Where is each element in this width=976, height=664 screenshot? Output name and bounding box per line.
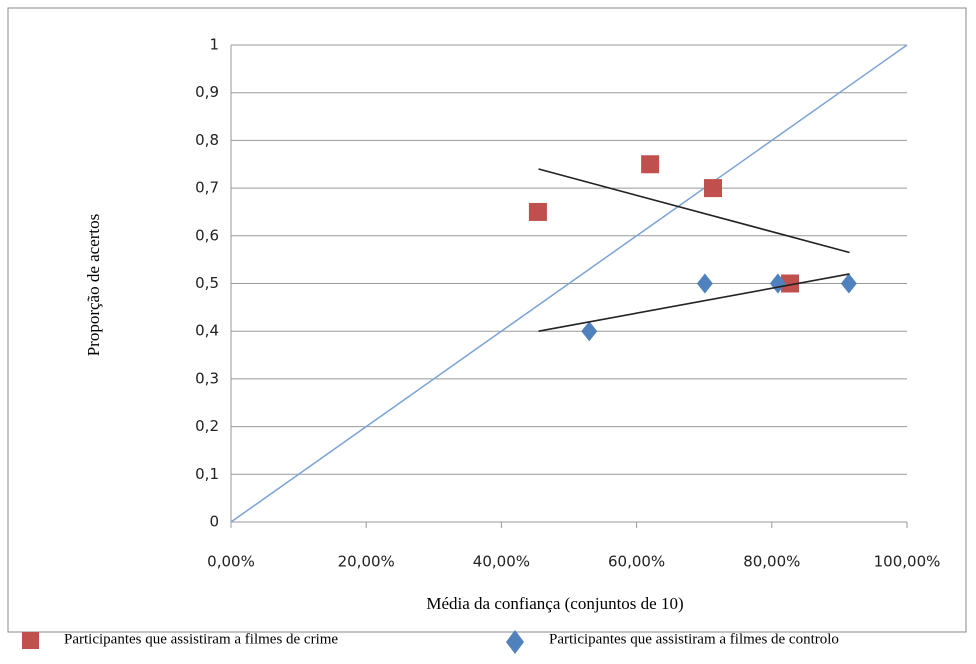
x-tick-label: 0,00% — [207, 553, 255, 571]
y-tick-label: 0,6 — [195, 226, 219, 244]
y-tick-label: 0,5 — [195, 274, 219, 292]
y-tick-label: 0,2 — [195, 417, 219, 435]
y-tick-label: 0,1 — [195, 465, 219, 483]
x-axis-label: Média da confiança (conjuntos de 10) — [426, 594, 683, 613]
point — [641, 155, 660, 174]
y-tick-label: 0,3 — [195, 369, 219, 387]
reference-line — [230, 44, 908, 523]
point — [703, 179, 722, 198]
y-tick-label: 1 — [209, 36, 219, 54]
trendline — [538, 168, 850, 254]
point — [840, 273, 857, 294]
point — [781, 274, 800, 293]
y-tick-label: 0,7 — [195, 179, 219, 197]
y-tick-label: 0 — [209, 513, 219, 531]
trendline — [538, 273, 850, 332]
y-tick-label: 0,8 — [195, 131, 219, 149]
legend-label: Participantes que assistiram a filmes de… — [64, 631, 338, 647]
y-tick-label: 0,9 — [195, 83, 219, 101]
x-tick-label: 40,00% — [473, 553, 530, 571]
point — [581, 321, 598, 342]
x-tick-label: 80,00% — [743, 553, 800, 571]
legend-swatch — [22, 632, 39, 649]
x-tick-label: 100,00% — [874, 553, 941, 571]
chart-frame — [7, 7, 967, 633]
legend-swatch — [506, 630, 524, 654]
point — [696, 273, 713, 294]
legend-label: Participantes que assistiram a filmes de… — [549, 631, 839, 647]
point — [528, 202, 547, 221]
x-tick-label: 60,00% — [608, 553, 665, 571]
y-tick-label: 0,4 — [195, 322, 219, 340]
y-axis-label: Proporção de acertos — [84, 214, 103, 357]
x-tick-label: 20,00% — [338, 553, 395, 571]
